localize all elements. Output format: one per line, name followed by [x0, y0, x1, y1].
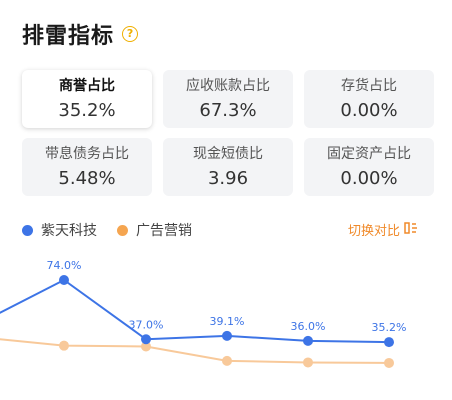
metric-card-goodwill[interactable]: 商誉占比 35.2%	[22, 70, 152, 128]
data-point[interactable]	[222, 330, 232, 341]
chart-legend: 紫天科技 广告营销 切换对比	[22, 220, 434, 240]
metric-grid: 商誉占比 35.2% 应收账款占比 67.3% 存货占比 0.00% 带息债务占…	[22, 70, 434, 196]
legend-dot	[22, 224, 33, 236]
header: 排雷指标 ?	[22, 18, 139, 50]
page-title: 排雷指标	[22, 24, 115, 49]
metric-label: 存货占比	[341, 78, 397, 94]
legend-dot	[117, 224, 128, 236]
data-label: 74.0%	[47, 259, 82, 272]
metric-value: 67.3%	[199, 100, 257, 121]
help-icon[interactable]: ?	[122, 26, 139, 42]
metric-label: 应收账款占比	[186, 78, 270, 94]
data-label: 36.0%	[291, 320, 326, 333]
switch-compare-button[interactable]: 切换对比	[348, 220, 418, 239]
legend-label: 紫天科技	[41, 223, 97, 239]
metric-card-cash-short-debt[interactable]: 现金短债比 3.96	[163, 138, 293, 196]
series-line-company	[0, 278, 390, 344]
data-point[interactable]	[222, 355, 232, 366]
metric-value: 35.2%	[58, 100, 116, 121]
series-line-industry	[0, 338, 390, 364]
data-point[interactable]	[384, 357, 394, 368]
metric-value: 0.00%	[340, 168, 398, 189]
metric-card-receivables[interactable]: 应收账款占比 67.3%	[163, 70, 293, 128]
metric-card-interest-debt[interactable]: 带息债务占比 5.48%	[22, 138, 152, 196]
metric-value: 5.48%	[58, 168, 116, 189]
data-point[interactable]	[59, 340, 69, 351]
swap-icon	[404, 221, 418, 239]
legend-item-company[interactable]: 紫天科技	[22, 220, 97, 240]
metric-label: 现金短债比	[193, 146, 263, 162]
data-point[interactable]	[303, 335, 313, 346]
legend-label: 广告营销	[136, 223, 192, 239]
data-label: 37.0%	[129, 318, 164, 331]
switch-compare-label: 切换对比	[347, 224, 400, 239]
metric-card-fixed-assets[interactable]: 固定资产占比 0.00%	[304, 138, 434, 196]
metric-label: 商誉占比	[59, 78, 115, 94]
metric-label: 固定资产占比	[327, 146, 411, 162]
data-point[interactable]	[141, 334, 151, 345]
data-point[interactable]	[141, 341, 151, 352]
data-point[interactable]	[303, 357, 313, 368]
data-label: 39.1%	[210, 315, 245, 328]
data-point[interactable]	[384, 337, 394, 348]
metric-value: 0.00%	[340, 100, 398, 121]
metric-value: 3.96	[207, 168, 249, 189]
legend-item-industry[interactable]: 广告营销	[117, 220, 192, 240]
data-point[interactable]	[59, 275, 69, 285]
metric-label: 带息债务占比	[45, 146, 129, 162]
trend-line-chart: 74.0% 37.0% 39.1% 36.0% 35.2%	[0, 259, 407, 368]
data-label: 35.2%	[372, 321, 407, 334]
metric-card-inventory[interactable]: 存货占比 0.00%	[304, 70, 434, 128]
